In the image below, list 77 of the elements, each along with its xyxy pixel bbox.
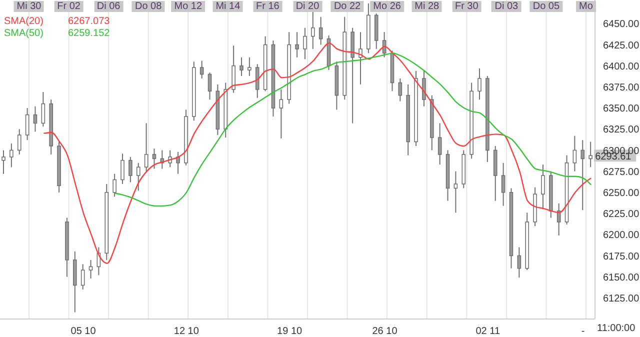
y-tick-label: 6400.00 — [603, 61, 640, 72]
candlestick — [120, 153, 124, 184]
y-tick-label: 6275.00 — [603, 166, 640, 178]
y-tick-label: 6125.00 — [603, 293, 640, 304]
candlestick — [33, 106, 38, 132]
candlestick — [318, 16, 323, 46]
candlestick — [112, 173, 116, 198]
candlestick — [478, 68, 482, 100]
x-tick-label: 26 10 — [372, 326, 398, 337]
annotation: Di 03 — [492, 1, 522, 12]
x-axis-title: 11:00:00 — [597, 323, 636, 334]
candlestick — [168, 150, 172, 168]
annotation: Do 08 — [132, 1, 165, 12]
candlestick — [136, 162, 140, 192]
y-tick-label: 6150.00 — [603, 272, 640, 284]
candlestick — [422, 70, 426, 107]
candlestick — [17, 128, 22, 155]
candlestick — [279, 88, 284, 139]
candlestick — [454, 170, 458, 214]
x-tick-label: - — [581, 326, 585, 337]
y-tick-label: 6200.00 — [603, 230, 640, 242]
candlestick — [580, 140, 585, 211]
y-tick-label: 6250.00 — [603, 188, 640, 199]
annotation: Di 20 — [292, 1, 322, 12]
candlestick — [128, 156, 132, 183]
annotation: Mo 26 — [370, 1, 404, 12]
candlestick — [80, 264, 85, 290]
y-tick-label: 6450.00 — [603, 19, 640, 30]
candlestick — [208, 72, 212, 100]
candlestick — [152, 148, 156, 170]
candlestick — [176, 151, 180, 174]
candlestick — [501, 162, 506, 206]
candlestick — [295, 32, 299, 58]
y-tick-label: 6175.00 — [603, 251, 640, 262]
x-tick-label: 19 10 — [277, 326, 303, 337]
candlestick — [248, 56, 252, 76]
x-tick-label: 05 10 — [70, 326, 96, 337]
text: SMA(20) — [4, 16, 44, 28]
candlestick — [255, 64, 260, 98]
candlestick — [232, 45, 236, 94]
candlestick — [144, 122, 148, 172]
candlestick — [572, 135, 577, 172]
annotation: Fr 16 — [253, 1, 282, 12]
y-tick-label: 6375.00 — [603, 82, 640, 94]
annotation: Mi 14 — [212, 1, 244, 12]
annotation: Fr 02 — [54, 1, 84, 12]
annotation: 6267.073 — [68, 16, 110, 28]
annotation: Mi 28 — [412, 1, 442, 12]
annotation: Mo 12 — [171, 1, 206, 12]
annotation: 6259.152 — [68, 28, 110, 40]
y-tick-label: 6325.00 — [603, 124, 640, 136]
candlestick — [517, 246, 522, 278]
annotation: Do 05 — [530, 1, 563, 12]
candlestick — [88, 259, 93, 279]
y-tick-label: 6225.00 — [603, 209, 640, 220]
x-tick-label: 12 10 — [174, 326, 200, 337]
candlestick — [311, 10, 315, 50]
candlestick — [588, 141, 592, 168]
annotation: Mo — [576, 1, 596, 12]
y-tick-label: 6350.00 — [603, 104, 640, 115]
annotation: Di 06 — [94, 1, 124, 12]
annotation: Mi 30 — [14, 1, 44, 12]
annotation: Fr 30 — [452, 1, 482, 12]
candlestick — [541, 164, 545, 210]
text: SMA(50) — [4, 28, 44, 40]
candlestick — [398, 78, 402, 102]
candlestick — [438, 122, 442, 166]
candlestick — [358, 32, 362, 85]
candlestick — [303, 27, 307, 60]
candlestick — [25, 108, 30, 141]
y-tick-label: 6425.00 — [603, 40, 640, 52]
annotation: Do 22 — [330, 1, 364, 12]
candlestick — [41, 91, 46, 128]
candlestick — [10, 142, 14, 168]
x-tick-label: 02 11 — [476, 326, 500, 337]
candlestick — [240, 56, 244, 76]
candlestick — [200, 60, 204, 79]
